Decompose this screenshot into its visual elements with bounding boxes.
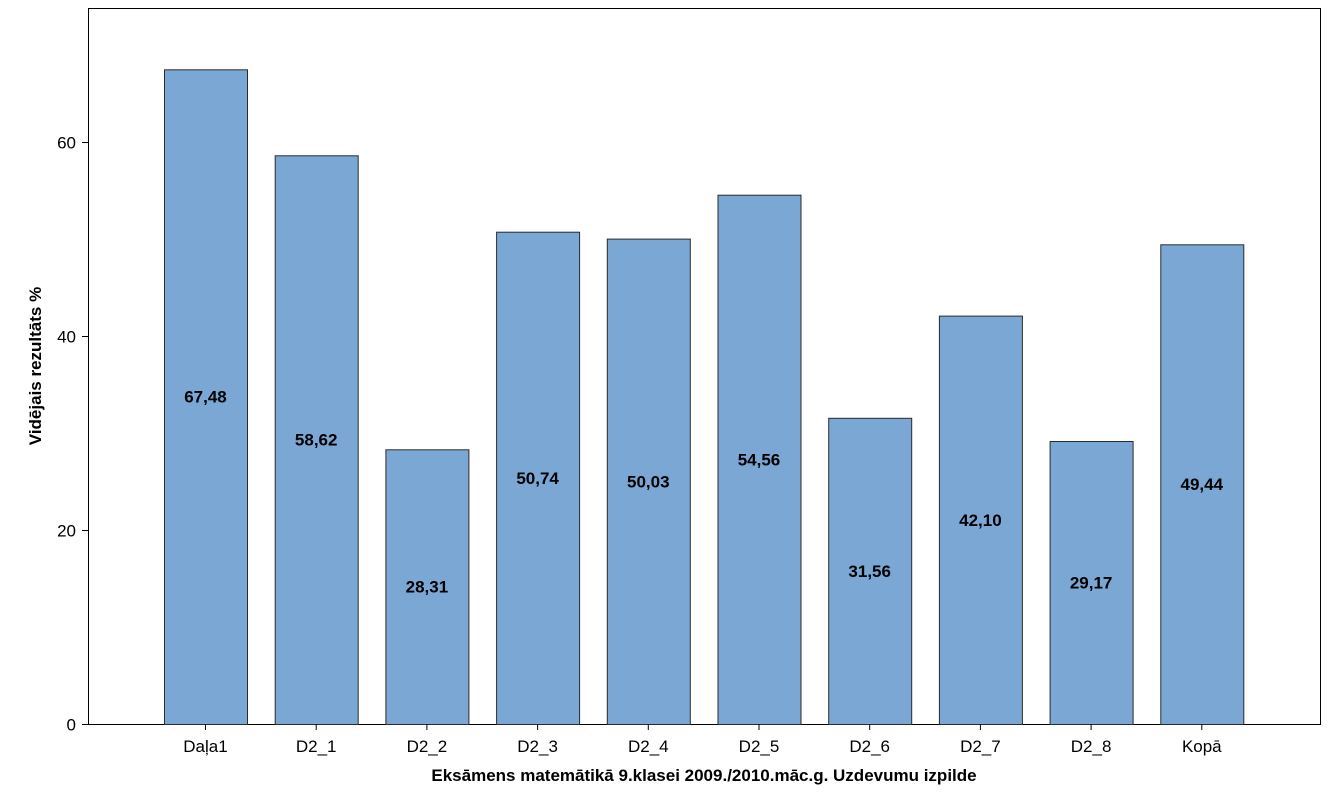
y-tick-label: 60 — [57, 134, 76, 153]
bar-value-label: 28,31 — [406, 578, 449, 597]
bar — [938, 315, 1023, 725]
bar — [1049, 441, 1134, 725]
bar-value-label: 58,62 — [295, 431, 338, 450]
x-tick-label: D2_7 — [960, 737, 1001, 756]
bar — [606, 238, 691, 725]
y-axis-title: Vidējais rezultāts % — [26, 287, 45, 445]
x-tick-label: D2_5 — [739, 737, 780, 756]
bar — [385, 449, 470, 725]
y-tick-label: 40 — [57, 328, 76, 347]
x-tick-label: D2_4 — [628, 737, 669, 756]
bar — [717, 194, 802, 725]
x-tick-label: Kopā — [1182, 737, 1222, 756]
y-tick-label: 0 — [67, 716, 76, 735]
x-tick-label: D2_8 — [1071, 737, 1112, 756]
x-axis-title: Eksāmens matemātikā 9.klasei 2009./2010.… — [431, 766, 976, 785]
bar-value-label: 67,48 — [184, 388, 227, 407]
bar-value-label: 50,74 — [516, 469, 559, 488]
data-labels-group: 67,48 58,62 28,31 50,74 50,03 54,56 31,56 42,10… — [184, 388, 1223, 597]
bar-value-label: 50,03 — [627, 472, 670, 491]
bar-value-label: 29,17 — [1070, 574, 1113, 593]
bar — [1160, 244, 1245, 726]
y-tick-label: 20 — [57, 522, 76, 541]
bars-group — [164, 69, 1245, 726]
bar-value-label: 54,56 — [738, 450, 781, 469]
x-axis-ticks: Daļa1 D2_1 D2_2 D2_3 D2_4 D2_5 D2_6 D2_7 D2_8 Kop… — [183, 724, 1222, 756]
x-tick-label: D2_2 — [407, 737, 448, 756]
x-tick-label: Daļa1 — [183, 737, 227, 756]
bar-value-label: 49,44 — [1181, 475, 1224, 494]
plot-area-frame — [88, 8, 1321, 725]
x-tick-label: D2_6 — [849, 737, 890, 756]
bar — [164, 69, 248, 726]
x-tick-label: D2_3 — [517, 737, 558, 756]
bar-value-label: 42,10 — [959, 511, 1002, 530]
bar-value-label: 31,56 — [848, 562, 891, 581]
bar — [496, 231, 581, 725]
x-tick-label: D2_1 — [296, 737, 337, 756]
y-axis-ticks: 0 20 40 60 — [57, 134, 88, 735]
bar — [828, 417, 913, 725]
